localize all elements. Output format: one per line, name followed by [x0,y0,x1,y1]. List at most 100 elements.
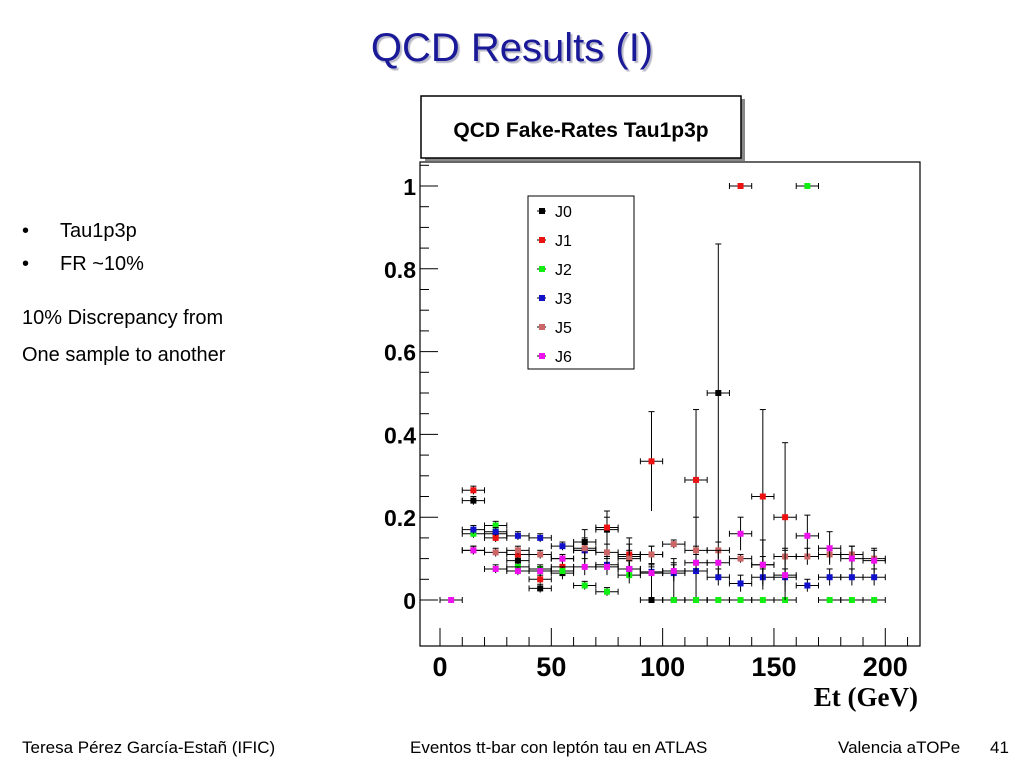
data-point-j5 [662,539,686,549]
data-point-j3 [484,527,508,536]
legend-box [527,195,635,370]
footer-event: Valencia aTOPe [838,738,961,757]
data-point-j6 [840,545,864,572]
discrepancy-note: 10% Discrepancy from One sample to anoth… [22,300,225,374]
x-tick-label: 100 [640,652,685,682]
data-point-j3 [461,524,486,534]
footer-page-number: 41 [990,738,1009,757]
legend-swatch-j1 [539,237,545,243]
data-point-j0 [706,243,730,543]
marker-j2 [715,597,722,603]
marker-j6 [448,597,455,603]
data-point-j1 [595,510,619,545]
marker-j5 [693,547,700,554]
legend-label-j1: J1 [555,233,572,250]
marker-j2 [826,597,833,603]
x-axis-label: Et (GeV) [814,682,918,712]
data-point-j2 [573,580,597,590]
marker-j6 [826,545,833,552]
data-point-j6 [550,553,575,563]
discrepancy-line-2: One sample to another [22,344,226,366]
marker-j6 [492,565,499,572]
chart-title: QCD Fake-Rates Tau1p3p [453,119,708,142]
legend-swatch-j6 [539,353,545,359]
marker-j0 [514,557,521,564]
marker-j1 [470,487,477,494]
data-point-j3 [795,578,819,592]
marker-j3 [559,543,566,550]
data-point-j6 [773,549,797,600]
marker-j5 [514,547,521,554]
footer-topic: Eventos tt-bar con leptón tau en ATLAS [410,738,708,757]
legend-swatch-j3 [539,295,545,301]
data-point-j0 [528,583,552,593]
marker-j1 [492,534,499,541]
marker-j1 [603,524,610,531]
data-point-j2 [595,587,619,596]
marker-j0 [648,597,655,603]
x-tick-label: 0 [432,652,447,682]
marker-j1 [782,514,789,521]
legend-label-j3: J3 [555,291,572,308]
data-point-j6 [751,539,775,590]
marker-j3 [693,568,700,575]
marker-j2 [848,597,855,603]
discrepancy-line-1: 10% Discrepancy from [22,307,224,329]
marker-j2 [581,582,588,589]
y-tick-label: 0.8 [384,257,416,283]
marker-j5 [670,541,677,548]
data-point-j6 [817,531,842,565]
marker-j2 [492,522,499,529]
marker-j2 [670,597,677,603]
marker-j3 [514,532,521,539]
slide-title: QCD Results (I) [370,26,654,70]
marker-j2 [559,568,566,575]
data-point-j3 [728,574,753,592]
legend-label-j0: J0 [555,204,572,221]
data-point-j6 [639,564,664,582]
marker-j2 [759,597,766,603]
marker-j5 [737,555,744,562]
marker-j2 [603,588,610,595]
marker-j6 [804,532,811,539]
marker-j5 [492,549,499,556]
data-point-j5 [639,545,664,563]
marker-j2 [737,597,744,603]
fake-rate-chart: QCD Fake-Rates Tau1p3p 0 0.2 0.4 0.6 0.8 1 0 50 1… [384,95,921,712]
x-tick-label: 150 [751,652,796,682]
marker-j6 [514,568,521,575]
data-point-j3 [528,533,552,543]
marker-j6 [626,565,633,572]
marker-j6 [782,572,789,579]
marker-j6 [715,559,722,566]
marker-j6 [848,555,855,562]
data-point-j5 [595,543,619,561]
marker-j6 [759,561,766,568]
data-point-j6 [706,549,730,576]
y-tick-label: 0.6 [384,340,416,366]
y-tick-label: 1 [403,174,416,200]
marker-j6 [693,559,700,566]
data-point-j0 [461,496,486,505]
marker-j5 [804,553,811,560]
marker-j2 [693,597,700,603]
marker-j6 [559,555,566,562]
data-point-j1 [528,574,552,584]
marker-j1 [648,458,655,465]
data-point-j1 [728,183,753,189]
data-point-j6 [795,514,819,557]
data-point-j2 [484,520,508,530]
marker-j3 [737,580,744,587]
marker-j2 [871,597,878,603]
marker-j1 [759,493,766,500]
marker-j6 [670,568,677,575]
marker-j3 [715,574,722,581]
marker-j6 [737,530,744,537]
bullet-item-fake-rate: FR ~10% [22,253,225,276]
marker-j1 [737,183,744,189]
footer-author: Teresa Pérez García-Estañ (IFIC) [22,738,276,757]
marker-j0 [470,497,477,504]
marker-j6 [871,557,878,564]
marker-j3 [826,574,833,581]
y-tick-label: 0.2 [384,505,416,531]
